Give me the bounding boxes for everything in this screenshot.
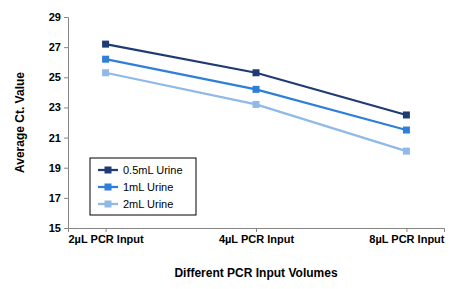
x-tick: 8µL PCR Input — [369, 228, 445, 245]
x-tick: 4µL PCR Input — [219, 228, 295, 245]
series-marker — [102, 41, 109, 48]
legend-label: 0.5mL Urine — [123, 164, 183, 176]
series-line — [106, 44, 407, 115]
y-tick-label: 29 — [49, 11, 61, 23]
y-tick-label: 27 — [49, 41, 61, 53]
legend-label: 2mL Urine — [123, 198, 173, 210]
y-tick: 15 — [49, 222, 68, 234]
x-tick-label: 8µL PCR Input — [369, 233, 445, 245]
y-axis: 15 17 19 21 23 25 27 29 — [49, 11, 69, 234]
legend-item: 0.5mL Urine — [98, 164, 183, 176]
y-tick: 27 — [49, 41, 68, 53]
y-tick-mark — [64, 47, 68, 48]
y-tick-mark — [64, 228, 68, 229]
y-tick-mark — [64, 77, 68, 78]
legend-item: 2mL Urine — [98, 198, 173, 210]
y-tick-label: 19 — [49, 162, 61, 174]
y-tick-mark — [64, 168, 68, 169]
series-marker — [403, 111, 410, 118]
y-tick-label: 23 — [49, 101, 61, 113]
legend-box — [90, 158, 196, 215]
y-tick: 23 — [49, 101, 68, 113]
x-tick-mark — [406, 228, 407, 232]
chart-svg: 15 17 19 21 23 25 27 29 2µL PCR Input 4µL PCR Inp… — [0, 0, 471, 289]
y-tick-mark — [64, 138, 68, 139]
x-tick: 2µL PCR Input — [68, 228, 144, 245]
y-tick-label: 17 — [49, 192, 61, 204]
y-tick-mark — [64, 17, 68, 18]
y-tick: 29 — [49, 11, 68, 23]
x-tick-label: 4µL PCR Input — [219, 233, 295, 245]
y-tick: 19 — [49, 162, 68, 174]
series-line — [106, 59, 407, 130]
legend-marker — [105, 201, 112, 208]
y-tick: 25 — [49, 71, 68, 83]
legend-marker — [105, 167, 112, 174]
x-tick-mark — [256, 228, 257, 232]
plot: 15 17 19 21 23 25 27 29 2µL PCR Input 4µL PCR Inp… — [49, 11, 445, 245]
series-marker — [403, 127, 410, 134]
legend-item: 1mL Urine — [98, 181, 173, 193]
y-tick: 17 — [49, 192, 68, 204]
x-axis: 2µL PCR Input 4µL PCR Input 8µL PCR Input — [68, 228, 444, 245]
x-tick-mark — [106, 228, 107, 232]
marks — [102, 41, 410, 155]
x-axis-title: Different PCR Input Volumes — [174, 266, 337, 280]
legend-marker — [105, 184, 112, 191]
y-tick-mark — [64, 198, 68, 199]
x-axis-line — [69, 229, 445, 233]
legend-label: 1mL Urine — [123, 181, 173, 193]
series-marker — [253, 101, 260, 108]
y-tick-label: 15 — [49, 222, 61, 234]
y-axis-line — [64, 18, 69, 229]
series-marker — [102, 56, 109, 63]
series-line — [106, 73, 407, 151]
series-marker — [253, 86, 260, 93]
y-tick-label: 25 — [49, 71, 61, 83]
series-marker — [102, 69, 109, 76]
chart-container: 15 17 19 21 23 25 27 29 2µL PCR Input 4µL PCR Inp… — [0, 0, 471, 289]
y-axis-title: Average Ct. Value — [13, 72, 27, 173]
y-tick: 21 — [49, 132, 68, 144]
y-tick-label: 21 — [49, 132, 61, 144]
y-tick-mark — [64, 107, 68, 108]
series-marker — [253, 69, 260, 76]
x-tick-label: 2µL PCR Input — [68, 233, 144, 245]
legend: 0.5mL Urine 1mL Urine 2mL Urine — [90, 158, 196, 215]
series-marker — [403, 148, 410, 155]
